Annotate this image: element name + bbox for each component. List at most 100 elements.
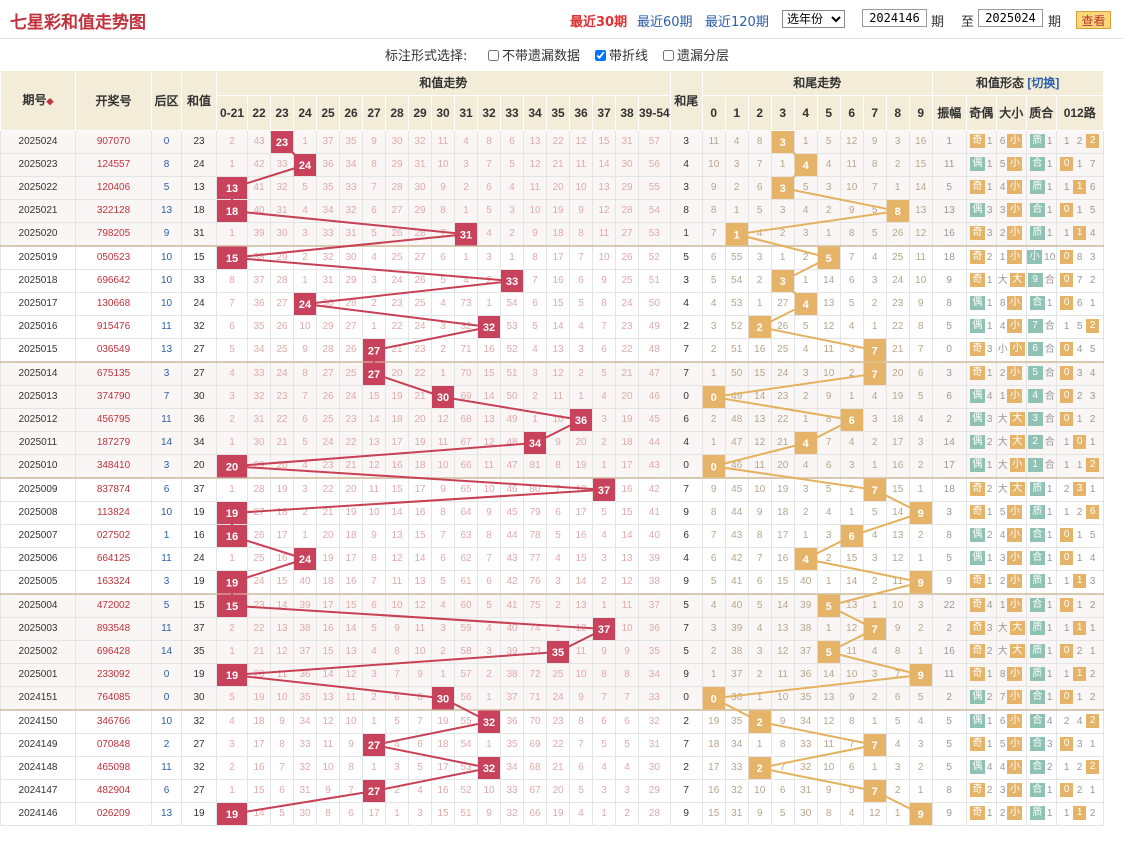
big-small-miss: 大 [997,437,1008,448]
prime-composite-miss: 1 [1046,205,1053,216]
sum-miss-cell: 19 [569,454,593,479]
big-small-miss: 1 [999,600,1006,611]
tail-miss-cell: 1 [793,130,818,154]
period-link-60[interactable]: 最近60期 [637,15,693,30]
period-link-120[interactable]: 最近120期 [705,15,769,30]
sum-miss-cell: 10 [615,617,639,641]
option-layers-checkbox[interactable] [663,50,674,61]
prime-composite-miss: 4 [1046,716,1053,727]
sum-miss-cell: 24 [546,686,570,711]
big-small-miss: 大 [997,623,1008,634]
from-issue-input[interactable] [862,9,927,27]
route-0: 0 [1060,783,1074,798]
tail-miss-cell: 49 [724,385,749,409]
option-no-miss-checkbox[interactable] [488,50,499,61]
prime-composite-miss: 1 [1046,507,1053,518]
route-1: 1 [1076,553,1083,564]
tail-miss-cell: 9 [839,686,864,711]
period-link-30[interactable]: 最近30期 [570,15,628,30]
sum-miss-cell: 7 [270,756,294,780]
option-lines-checkbox[interactable] [595,50,606,61]
big-small-miss: 大 [997,460,1008,471]
numbers-cell: 893548 [75,617,152,641]
sum-miss-cell: 19 [339,501,363,525]
big-small-tag: 小 [1007,528,1023,543]
prime-composite-tag: 质 [1029,621,1045,636]
option-layers[interactable]: 遗漏分层 [663,45,729,64]
sum-miss-cell: 53 [454,756,478,780]
odd-even-miss: 1 [986,739,993,750]
tail-miss-cell: 9 [701,477,726,502]
sum-miss-cell: 19 [385,385,409,409]
issue-cell: 2024148 [0,756,76,780]
sum-miss-cell: 12 [431,408,455,432]
tail-miss-cell: 4 [724,130,749,154]
sort-icon[interactable]: ◆ [46,96,54,106]
tail-miss-cell: 18 [885,408,910,432]
amplitude-cell: 11 [931,153,967,177]
sum-hit-cell: 30 [431,385,455,409]
year-select[interactable]: 选年份 [782,10,845,28]
back-cell: 6 [151,477,182,502]
amplitude-cell: 5 [931,315,967,339]
tail-miss-cell: 5 [747,199,772,223]
tail-miss-cell: 4 [839,431,864,455]
odd-even-miss: 3 [986,623,993,634]
sum-miss-cell: 3 [216,385,248,409]
sum-miss-cell: 17 [569,501,593,525]
sum-miss-cell: 50 [500,385,524,409]
prime-composite-miss: 1 [1046,785,1053,796]
sum-miss-cell: 1 [385,802,409,826]
sum-miss-cell: 9 [293,338,317,363]
tail-miss-cell: 8 [862,153,887,177]
sum-miss-cell: 9 [523,222,547,247]
tail-miss-cell: 30 [793,802,818,826]
sum-miss-cell: 3 [500,199,524,223]
route-1: 1 [1073,574,1087,589]
tail-miss-cell: 5 [862,199,887,223]
issue-cell: 2025010 [0,454,76,479]
tail-miss-cell: 17 [770,524,795,548]
sum-miss-cell: 30 [316,292,340,316]
sum-hit-cell: 37 [592,477,616,502]
sum-miss-cell: 8 [523,245,547,270]
sum-miss-cell: 10 [408,640,432,664]
sum-col-header: 32 [477,95,501,131]
sum-miss-cell: 7 [431,222,455,247]
to-issue-input[interactable] [978,9,1043,27]
sum-miss-cell: 9 [339,733,363,757]
tail-miss-cell: 3 [908,733,933,757]
sum-miss-cell: 6 [546,501,570,525]
option-no-miss[interactable]: 不带遗漏数据 [488,45,580,64]
table-row: 2025007 027502 1 16 16 26 17 1 20 18 9 13 15 7 63 8 44 78… [0,524,1104,548]
sum-miss-cell: 29 [339,269,363,293]
route-0: 0 [1060,412,1074,427]
tail-miss-cell: 6 [839,756,864,780]
option-lines[interactable]: 带折线 [595,45,648,64]
sum-miss-cell: 53 [500,315,524,339]
odd-even-miss: 1 [986,182,993,193]
table-row: 2025008 113824 10 19 19 27 18 2 21 19 10 14 16 8 64 9 45… [0,501,1104,525]
sum-miss-cell: 43 [638,454,671,479]
sum-miss-cell: 29 [247,454,271,479]
prime-composite-miss: 1 [1046,692,1053,703]
view-button[interactable]: 查看 [1076,11,1111,29]
odd-even-tag: 偶 [969,528,985,543]
sum-hit-cell: 19 [216,802,248,826]
big-small-tag: 小 [1007,737,1023,752]
big-small-miss: 2 [999,808,1006,819]
odd-even-tag: 奇 [969,667,985,682]
sum-miss-cell: 21 [546,153,570,177]
back-cell: 10 [151,245,182,270]
sum-hit-cell: 19 [216,570,248,595]
sum-miss-cell: 6 [339,802,363,826]
sum-miss-cell: 23 [339,408,363,432]
issue-header[interactable]: 期号◆ [0,70,76,131]
shape-toggle-link[interactable]: [切换] [1027,76,1060,90]
odd-even-tag: 偶 [969,389,985,404]
